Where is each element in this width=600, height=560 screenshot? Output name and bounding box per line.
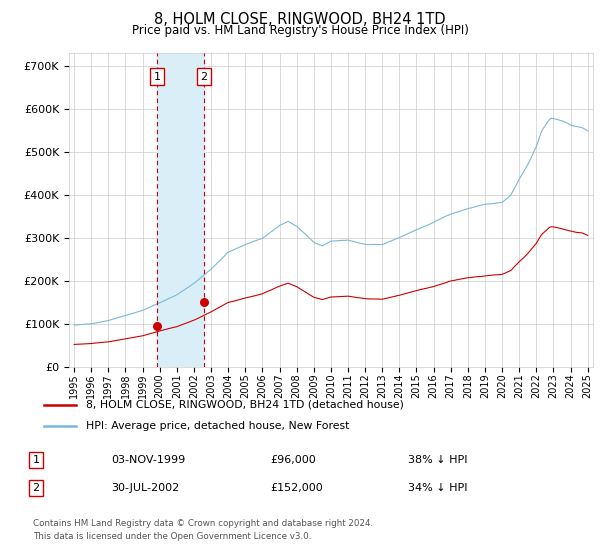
Text: 30-JUL-2002: 30-JUL-2002 (111, 483, 179, 493)
Text: Price paid vs. HM Land Registry's House Price Index (HPI): Price paid vs. HM Land Registry's House … (131, 24, 469, 37)
Bar (157, 53, 204, 367)
Text: 34% ↓ HPI: 34% ↓ HPI (408, 483, 467, 493)
Text: £152,000: £152,000 (270, 483, 323, 493)
Text: 2: 2 (200, 72, 208, 82)
Text: 1: 1 (32, 455, 40, 465)
Text: HPI: Average price, detached house, New Forest: HPI: Average price, detached house, New … (86, 421, 350, 431)
Text: 2: 2 (32, 483, 40, 493)
Text: 38% ↓ HPI: 38% ↓ HPI (408, 455, 467, 465)
Text: 8, HOLM CLOSE, RINGWOOD, BH24 1TD (detached house): 8, HOLM CLOSE, RINGWOOD, BH24 1TD (detac… (86, 399, 404, 409)
Point (199, 297, 209, 306)
Point (152, 321, 162, 330)
Text: This data is licensed under the Open Government Licence v3.0.: This data is licensed under the Open Gov… (33, 532, 311, 541)
Text: £96,000: £96,000 (270, 455, 316, 465)
Text: 8, HOLM CLOSE, RINGWOOD, BH24 1TD: 8, HOLM CLOSE, RINGWOOD, BH24 1TD (154, 12, 446, 27)
Text: Contains HM Land Registry data © Crown copyright and database right 2024.: Contains HM Land Registry data © Crown c… (33, 519, 373, 528)
Text: 1: 1 (154, 72, 160, 82)
Text: 03-NOV-1999: 03-NOV-1999 (111, 455, 185, 465)
